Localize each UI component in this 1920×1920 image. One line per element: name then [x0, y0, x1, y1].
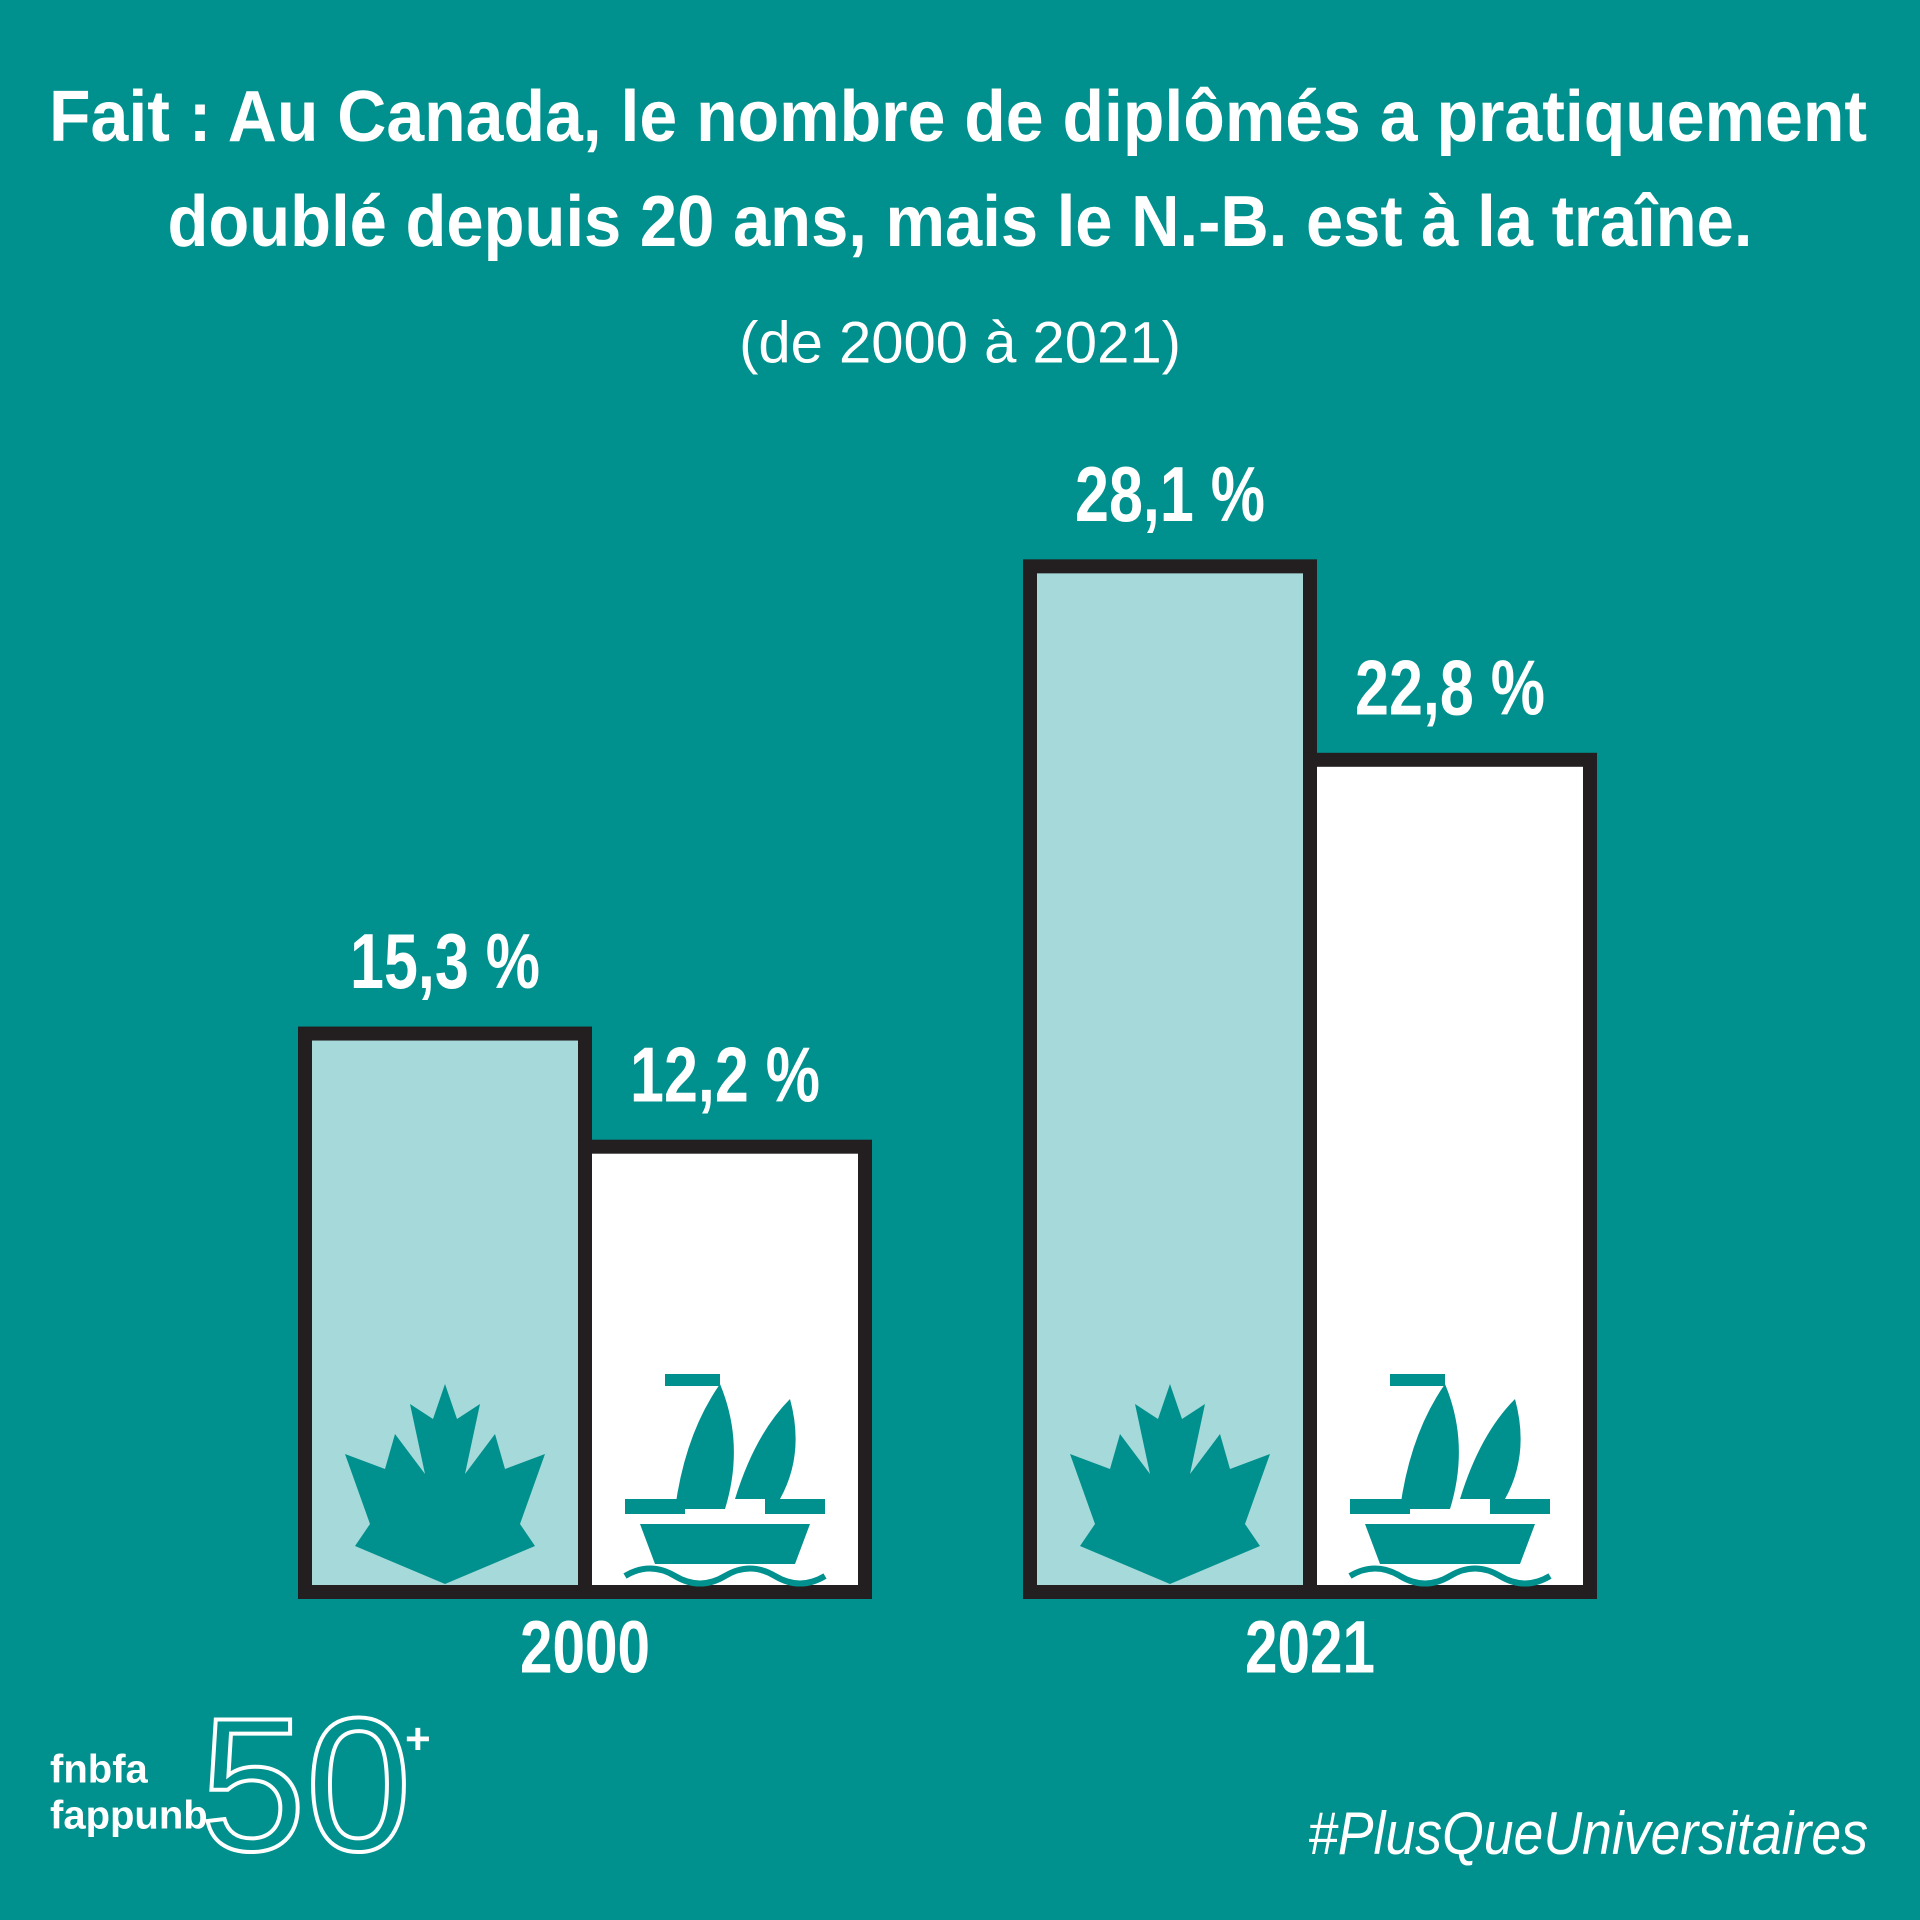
ship-waves [623, 1565, 827, 1587]
value-label: 12,2 % [630, 1030, 820, 1118]
chart-title: doublé depuis 20 ans, mais le N.-B. est … [168, 182, 1753, 262]
logo-text: fappunb [50, 1794, 208, 1838]
chart-title: Fait : Au Canada, le nombre de diplômés … [49, 77, 1867, 157]
ship-waves [1348, 1565, 1552, 1587]
ship-icon [625, 1374, 825, 1564]
value-label: 15,3 % [350, 917, 540, 1005]
maple-leaf-icon [345, 1384, 545, 1584]
bar [578, 1139, 872, 1599]
x-tick-label: 2021 [1245, 1606, 1375, 1689]
logo-sup: + [405, 1715, 431, 1764]
maple-leaf-icon [1070, 1384, 1270, 1584]
value-label: 28,1 % [1075, 450, 1265, 538]
logo-text: fnbfa [50, 1748, 149, 1792]
logo-number: 50 [200, 1679, 411, 1891]
ship-icon [1350, 1374, 1550, 1564]
x-tick-label: 2000 [520, 1606, 650, 1689]
chart-subtitle: (de 2000 à 2021) [739, 310, 1181, 375]
hashtag: #PlusQueUniversitaires [1308, 1800, 1868, 1867]
value-label: 22,8 % [1355, 643, 1545, 731]
